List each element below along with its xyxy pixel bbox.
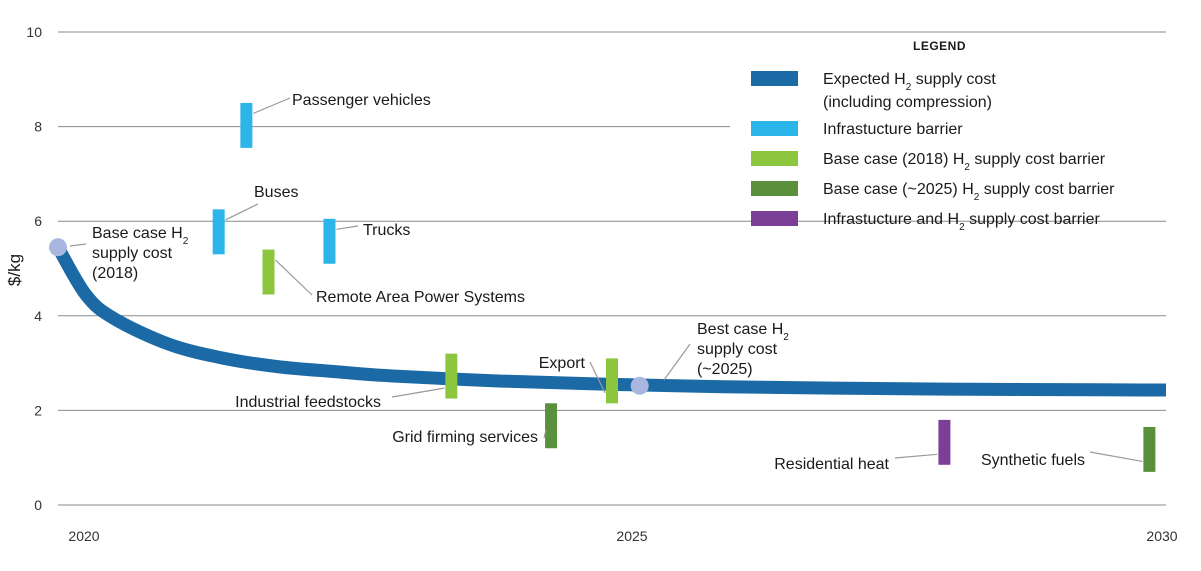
y-tick-label: 8 — [34, 119, 42, 135]
leader-line-residential-heat — [894, 453, 938, 459]
leader-line-industrial-feedstocks — [391, 387, 445, 398]
legend-entry-base_2025: Base case (~2025) H2 supply cost barrier — [823, 181, 1115, 203]
barrier-label-export: Export — [539, 355, 586, 372]
cost-point-label: Base case H2 supply cost (2018) — [92, 225, 189, 282]
legend-swatch-infrastructure — [751, 121, 798, 136]
y-axis-ticks: 0 2 4 6 8 10 — [26, 24, 42, 513]
barrier-bar-buses — [212, 209, 225, 255]
barrier-label-trucks: Trucks — [363, 222, 410, 239]
leader-line-trucks — [336, 225, 359, 230]
legend-swatch-base_2018 — [751, 151, 798, 166]
legend-swatch-base_2025 — [751, 181, 798, 196]
y-tick-label: 6 — [34, 213, 42, 229]
cost-points-group: Base case H2 supply cost (2018) Best case H… — [49, 225, 789, 395]
cost-point-marker — [49, 238, 67, 257]
barrier-bar-trucks — [323, 218, 336, 264]
barrier-label-remote-area-power-systems: Remote Area Power Systems — [316, 289, 525, 306]
barrier-bar-passenger-vehicles — [240, 102, 253, 148]
x-tick-label: 2030 — [1146, 528, 1177, 544]
supply-cost-curve-group — [52, 243, 1167, 397]
barrier-bar-industrial-feedstocks — [445, 353, 458, 399]
barrier-label-passenger-vehicles: Passenger vehicles — [292, 92, 431, 109]
barrier-bar-remote-area-power-systems — [262, 249, 275, 295]
barriers-group: Passenger vehicles Buses Trucks Remote Area… — [212, 92, 1156, 473]
barrier-label-residential-heat: Residential heat — [774, 456, 889, 473]
leader-line-buses — [225, 203, 259, 221]
y-tick-label: 10 — [26, 24, 42, 40]
leader-line-remote-area-power-systems — [275, 259, 313, 296]
x-axis-ticks: 2020 2025 2030 — [68, 528, 1177, 544]
barrier-bar-grid-firming-services — [545, 403, 558, 449]
x-tick-label: 2025 — [616, 528, 647, 544]
legend-entry-supply_cost: Expected H2 supply cost (including compre… — [823, 71, 996, 111]
leader-line-passenger-vehicles — [253, 97, 291, 114]
y-tick-label: 0 — [34, 497, 42, 513]
legend-title: LEGEND — [913, 39, 966, 53]
grid-lines — [58, 31, 1166, 506]
y-tick-label: 4 — [34, 308, 42, 324]
leader-line-grid-firming-services — [543, 429, 547, 438]
cost-point-marker — [630, 376, 649, 395]
barrier-bar-export — [606, 358, 618, 404]
leader-line-export — [589, 361, 606, 394]
legend-entry-base_2018: Base case (2018) H2 supply cost barrier — [823, 151, 1106, 173]
x-tick-label: 2020 — [68, 528, 99, 544]
supply-cost-curve — [52, 243, 1167, 397]
point-leader-line — [69, 243, 87, 247]
legend-entry-infra_and_supply: Infrastucture and H2 supply cost barrier — [823, 211, 1100, 233]
barrier-bar-residential-heat — [938, 419, 951, 465]
barrier-label-buses: Buses — [254, 184, 298, 201]
legend-swatch-supply_cost — [751, 71, 798, 86]
barrier-label-synthetic-fuels: Synthetic fuels — [981, 452, 1085, 469]
legend-entry-infrastructure: Infrastucture barrier — [823, 121, 963, 138]
legend-swatch-infra_and_supply — [751, 211, 798, 226]
point-leader-line — [663, 343, 691, 381]
y-axis-label: $/kg — [5, 254, 24, 286]
cost-point-label: Best case H2 supply cost (~2025) — [697, 321, 789, 378]
leader-line-synthetic-fuels — [1089, 451, 1143, 463]
barrier-label-grid-firming-services: Grid firming services — [392, 429, 538, 446]
barrier-bar-synthetic-fuels — [1143, 426, 1156, 472]
barrier-label-industrial-feedstocks: Industrial feedstocks — [235, 394, 381, 411]
legend: LEGEND Expected H2 supply cost (including … — [751, 39, 1115, 233]
y-tick-label: 2 — [34, 402, 42, 418]
